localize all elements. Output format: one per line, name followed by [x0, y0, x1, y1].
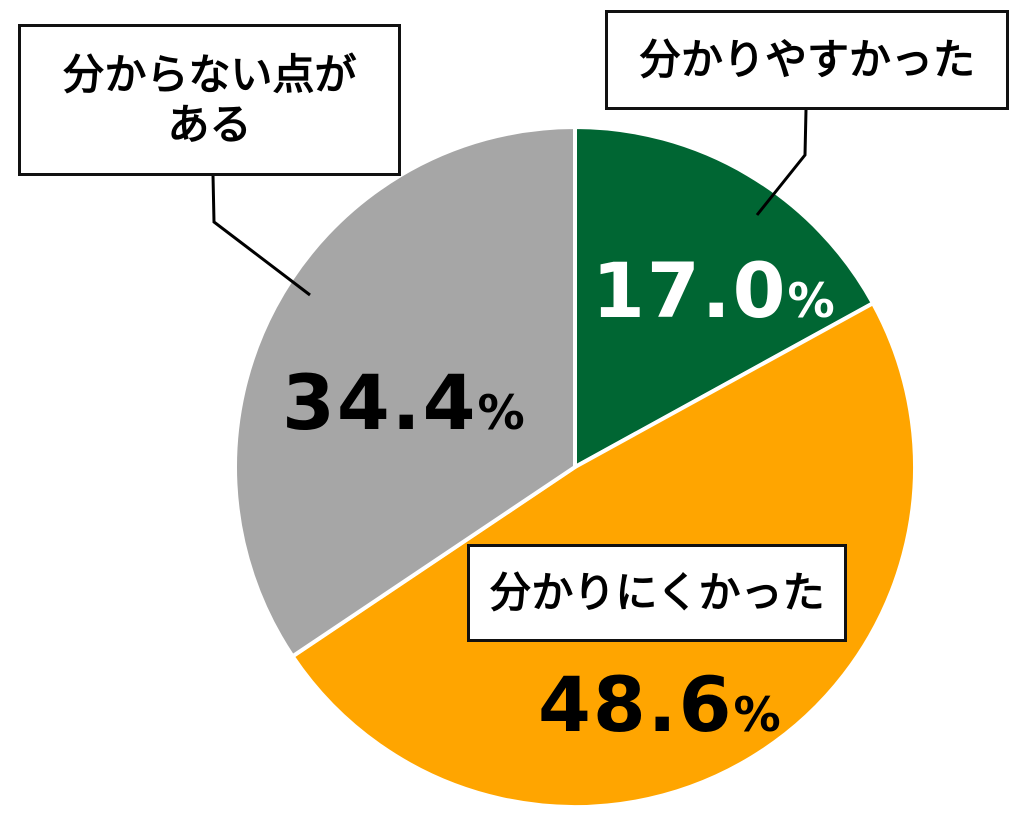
- label-text-line1: 分からない点が: [62, 49, 357, 99]
- slice-easy: [573, 124, 876, 471]
- value-unclear: 34.4%: [282, 358, 525, 447]
- label-text: 分かりにくかった: [489, 567, 825, 617]
- callout-line-easy: [755, 109, 808, 216]
- label-text: 分かりやすかった: [638, 34, 975, 84]
- label-hard-to-understand: 分かりにくかった: [467, 544, 847, 642]
- slice-unclear: [233, 124, 577, 660]
- label-has-unclear-points: 分からない点が ある: [18, 24, 401, 176]
- value-easy: 17.0%: [592, 246, 835, 335]
- label-text-line2: ある: [167, 100, 252, 149]
- callout-line-unclear: [211, 174, 311, 297]
- value-hard: 48.6%: [538, 660, 781, 749]
- label-easy-to-understand: 分かりやすかった: [605, 10, 1009, 110]
